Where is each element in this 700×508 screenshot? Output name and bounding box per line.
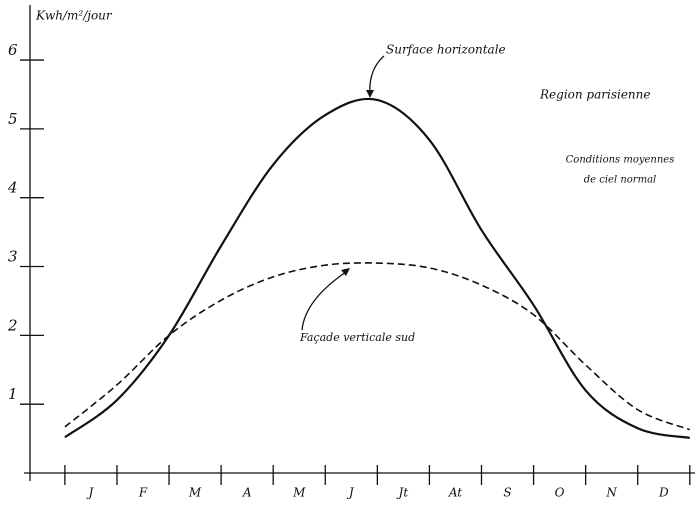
x-tick-label: F	[138, 486, 148, 500]
series-label: Façade verticale sud	[299, 331, 415, 344]
x-tick-label: S	[503, 486, 511, 500]
x-tick-label: Jt	[396, 486, 409, 500]
x-tick-label: J	[346, 486, 355, 500]
series-line	[64, 262, 691, 431]
y-tick-label: 6	[8, 41, 18, 59]
x-tick-label: J	[86, 486, 95, 500]
arrowhead	[366, 90, 374, 98]
y-tick-label: 1	[8, 385, 18, 403]
x-tick-label: D	[658, 486, 669, 500]
y-tick-label: 4	[7, 179, 18, 197]
series-line	[64, 97, 690, 439]
y-tick-label: 2	[7, 316, 18, 334]
x-tick-label: N	[605, 486, 617, 500]
x-tick-label: At	[448, 486, 462, 500]
arrowhead	[341, 268, 350, 276]
x-tick-label: A	[242, 486, 252, 500]
series-label: Surface horizontale	[386, 43, 506, 57]
y-tick-label: 3	[8, 248, 18, 266]
x-tick-label: M	[188, 486, 202, 500]
annotation: Conditions moyennes	[566, 155, 675, 166]
x-tick-label: O	[555, 486, 565, 500]
y-axis-label: Kwh/m²/jour	[35, 9, 113, 23]
annotation: de ciel normal	[584, 175, 656, 186]
x-tick-label: M	[292, 486, 306, 500]
annotation: Region parisienne	[539, 88, 651, 102]
arrow	[301, 271, 347, 331]
y-tick-label: 5	[8, 110, 18, 128]
